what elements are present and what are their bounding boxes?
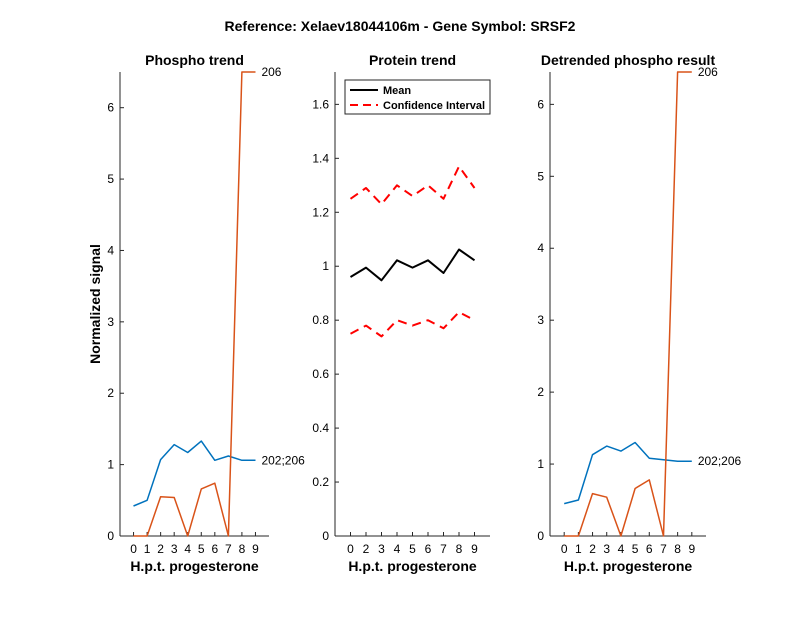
x-tick-label: 8 <box>239 542 246 556</box>
y-tick-label: 0.8 <box>312 313 329 327</box>
x-tick-label: 0 <box>130 542 137 556</box>
x-tick-label: 0 <box>347 542 354 556</box>
x-tick-label: 2 <box>363 542 370 556</box>
x-tick-label: 0 <box>561 542 568 556</box>
y-tick-label: 4 <box>537 241 544 255</box>
y-tick-label: 6 <box>107 101 114 115</box>
legend-label: Mean <box>383 85 411 97</box>
x-tick-label: 5 <box>632 542 639 556</box>
legend: Mean Confidence Interval <box>344 79 491 115</box>
y-tick-label: 0 <box>322 529 329 543</box>
y-tick-label: 1.2 <box>312 205 329 219</box>
y-tick-label: 1 <box>107 458 114 472</box>
x-tick-label: 8 <box>674 542 681 556</box>
chart-title: Detrended phospho result <box>541 52 716 68</box>
x-tick-label: 2 <box>157 542 164 556</box>
x-tick-label: 3 <box>378 542 385 556</box>
legend-label: Confidence Interval <box>383 100 485 112</box>
series-end-label: 206 <box>698 65 718 79</box>
x-tick-label: 4 <box>184 542 191 556</box>
y-axis-title: Normalized signal <box>87 244 103 364</box>
x-tick-label: 7 <box>440 542 447 556</box>
x-tick-label: 1 <box>144 542 151 556</box>
y-tick-label: 1.6 <box>312 97 329 111</box>
y-tick-label: 2 <box>537 385 544 399</box>
chart-protein: 00.20.40.60.811.21.41.60 2 3 4 5 6 7 8 9Protein … <box>312 52 491 574</box>
series-line-202-206 <box>564 441 692 505</box>
x-tick-label: 7 <box>660 542 667 556</box>
x-tick-label: 2 <box>589 542 596 556</box>
x-tick-label: 9 <box>252 542 259 556</box>
series-end-label: 202;206 <box>698 454 742 468</box>
x-tick-label: 3 <box>171 542 178 556</box>
y-tick-label: 6 <box>537 97 544 111</box>
figure-title: Reference: Xelaev18044106m - Gene Symbol… <box>225 18 576 34</box>
y-tick-label: 1 <box>537 457 544 471</box>
series-line-206 <box>133 71 256 537</box>
y-tick-label: 4 <box>107 243 114 257</box>
y-tick-label: 0 <box>107 529 114 543</box>
series-end-label: 202;206 <box>261 453 305 467</box>
chart-title: Protein trend <box>369 52 456 68</box>
y-tick-label: 1 <box>322 259 329 273</box>
x-axis-title: H.p.t. progesterone <box>348 558 477 574</box>
x-tick-label: 6 <box>211 542 218 556</box>
y-tick-label: 0.2 <box>312 475 329 489</box>
y-tick-label: 1.4 <box>312 151 329 165</box>
series-line-ci-upper <box>349 165 476 206</box>
x-tick-label: 7 <box>225 542 232 556</box>
x-tick-label: 6 <box>425 542 432 556</box>
x-tick-label: 4 <box>394 542 401 556</box>
series-line-206 <box>564 71 692 537</box>
y-tick-label: 0 <box>537 529 544 543</box>
legend-box <box>344 79 491 115</box>
y-tick-label: 0.4 <box>312 421 329 435</box>
y-tick-label: 3 <box>107 315 114 329</box>
x-axis-title: H.p.t. progesterone <box>564 558 693 574</box>
x-axis-title: H.p.t. progesterone <box>130 558 259 574</box>
series-line-ci-lower <box>350 311 475 338</box>
chart-title: Phospho trend <box>145 52 244 68</box>
y-tick-label: 3 <box>537 313 544 327</box>
series-line-mean <box>349 248 476 282</box>
x-tick-label: 5 <box>409 542 416 556</box>
x-tick-label: 5 <box>198 542 205 556</box>
x-tick-label: 9 <box>688 542 695 556</box>
y-tick-label: 0.6 <box>312 367 329 381</box>
x-tick-label: 4 <box>618 542 625 556</box>
x-tick-label: 8 <box>456 542 463 556</box>
y-tick-label: 5 <box>537 169 544 183</box>
y-tick-label: 5 <box>107 172 114 186</box>
x-tick-label: 9 <box>471 542 478 556</box>
x-tick-label: 3 <box>603 542 610 556</box>
y-tick-label: 2 <box>107 386 114 400</box>
series-line-202-206 <box>133 440 256 507</box>
x-tick-label: 6 <box>646 542 653 556</box>
series-end-label: 206 <box>261 65 281 79</box>
x-tick-label: 1 <box>575 542 582 556</box>
